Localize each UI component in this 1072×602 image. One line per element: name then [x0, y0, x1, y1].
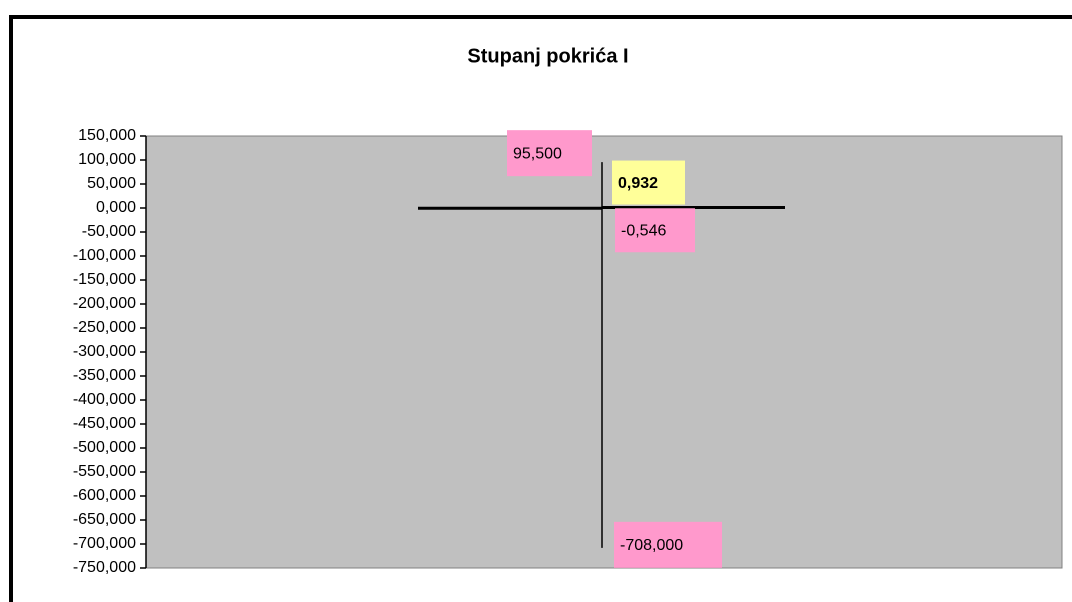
low-label-box: [614, 521, 722, 568]
y-tick-label: 50,000: [87, 175, 136, 192]
y-tick-label: -350,000: [73, 367, 136, 384]
chart-title: Stupanj pokrića I: [467, 45, 628, 67]
y-tick-label: -150,000: [73, 271, 136, 288]
y-tick-label: -200,000: [73, 295, 136, 312]
plot-area: [145, 135, 1063, 569]
y-tick-label: -700,000: [73, 535, 136, 552]
y-tick-label: -500,000: [73, 439, 136, 456]
high-label-box: [507, 130, 592, 177]
y-tick-label: 0,000: [96, 199, 136, 216]
high-label: 95,500: [513, 145, 562, 162]
y-tick-label: -100,000: [73, 247, 136, 264]
y-tick-label: -400,000: [73, 391, 136, 408]
y-tick-label: -50,000: [82, 223, 136, 240]
y-tick-label: -550,000: [73, 463, 136, 480]
y-tick-label: -250,000: [73, 319, 136, 336]
close-label: 0,932: [618, 175, 658, 192]
y-tick-label: -600,000: [73, 487, 136, 504]
y-tick-label: -450,000: [73, 415, 136, 432]
chart-border: [9, 15, 1072, 602]
y-tick-label: -300,000: [73, 343, 136, 360]
close-label-box: [612, 160, 685, 205]
y-tick-label: 150,000: [78, 127, 136, 144]
y-tick-label: -650,000: [73, 511, 136, 528]
low-label: -708,000: [620, 537, 683, 554]
y-tick-label: -750,000: [73, 559, 136, 576]
open-label: -0,546: [621, 222, 666, 239]
open-label-box: [615, 208, 695, 253]
y-tick-label: 100,000: [78, 151, 136, 168]
